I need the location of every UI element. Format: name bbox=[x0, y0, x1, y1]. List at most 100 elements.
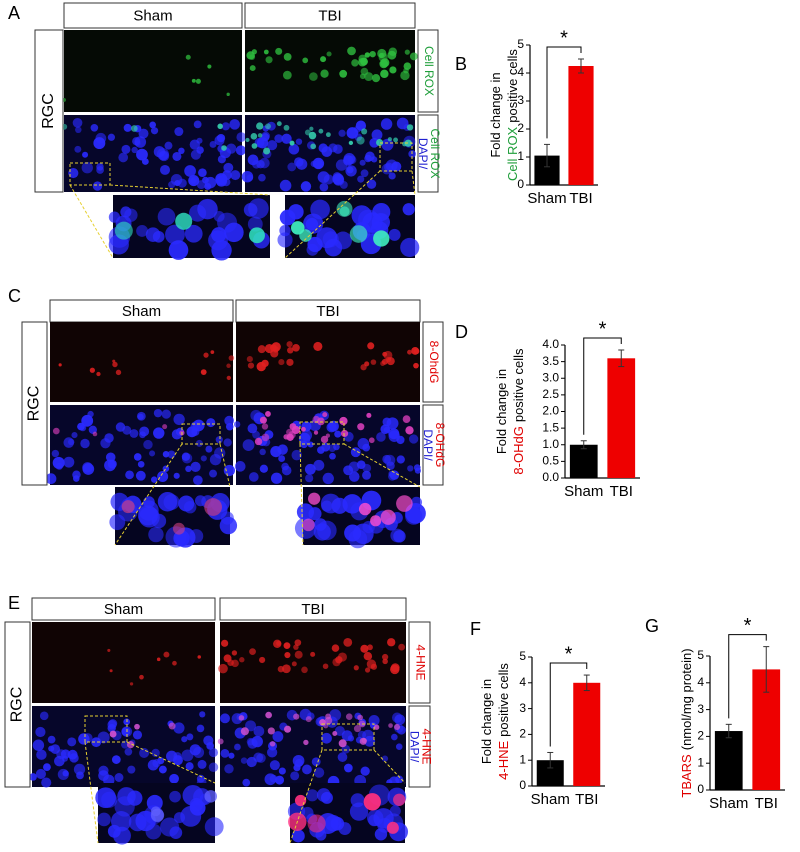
cell bbox=[143, 439, 153, 450]
cell bbox=[193, 475, 203, 486]
cell bbox=[400, 237, 420, 258]
cell bbox=[292, 343, 300, 352]
significance-mark: * bbox=[744, 615, 752, 637]
significance-bracket bbox=[728, 634, 767, 719]
cell bbox=[121, 740, 130, 749]
cell bbox=[256, 753, 266, 763]
significance-bracket bbox=[583, 337, 622, 435]
cell bbox=[55, 462, 63, 470]
cell bbox=[409, 434, 419, 444]
cell bbox=[138, 506, 160, 528]
cell bbox=[157, 470, 169, 482]
cell bbox=[224, 764, 234, 774]
cell bbox=[72, 117, 83, 128]
cell bbox=[149, 121, 157, 129]
cell bbox=[203, 352, 209, 358]
cell bbox=[241, 170, 254, 183]
cell bbox=[291, 661, 297, 667]
cell bbox=[75, 126, 82, 134]
cell bbox=[337, 652, 348, 662]
cell bbox=[308, 131, 317, 140]
cell bbox=[39, 711, 49, 721]
x-tick-label: Sham bbox=[531, 791, 570, 808]
cell bbox=[205, 445, 213, 453]
cell bbox=[301, 426, 306, 432]
cell bbox=[388, 228, 401, 241]
cell bbox=[367, 644, 373, 651]
cell bbox=[322, 663, 329, 670]
cell bbox=[52, 427, 60, 435]
cell bbox=[162, 450, 170, 458]
cell bbox=[194, 495, 206, 507]
cell bbox=[224, 415, 235, 426]
cell bbox=[67, 737, 77, 747]
cell bbox=[361, 128, 368, 135]
cell bbox=[332, 173, 344, 185]
y-tick-label: 5 bbox=[697, 648, 704, 662]
cell bbox=[246, 356, 253, 363]
cell bbox=[402, 415, 411, 423]
cell bbox=[373, 230, 390, 247]
cell bbox=[223, 438, 232, 447]
channel-label: DAPI/ bbox=[416, 138, 430, 170]
cell bbox=[228, 355, 235, 361]
cell bbox=[127, 790, 143, 806]
y-tick-label: 2 bbox=[519, 727, 526, 741]
cell bbox=[308, 507, 322, 521]
cell bbox=[123, 123, 132, 132]
cell bbox=[223, 464, 235, 477]
cell bbox=[196, 724, 205, 733]
channel-label-part: 8-OHdG bbox=[433, 423, 447, 468]
cell bbox=[321, 146, 333, 157]
label-box bbox=[408, 705, 431, 788]
cell bbox=[310, 143, 317, 150]
cell bbox=[172, 522, 185, 535]
cell bbox=[252, 159, 261, 169]
y-tick-label: 1 bbox=[517, 149, 524, 163]
cell bbox=[385, 356, 392, 363]
cell bbox=[348, 529, 368, 549]
cell bbox=[320, 791, 333, 804]
cell bbox=[92, 431, 98, 437]
channel-label: 4-HNE bbox=[413, 644, 427, 680]
x-tick-label: TBI bbox=[569, 190, 592, 207]
column-header: Sham bbox=[104, 601, 143, 618]
cell bbox=[349, 225, 368, 243]
cell bbox=[139, 674, 144, 680]
cell bbox=[265, 411, 271, 417]
cell bbox=[139, 426, 150, 437]
cell bbox=[199, 711, 206, 718]
cell bbox=[254, 437, 263, 446]
cell bbox=[80, 438, 90, 449]
cell bbox=[121, 144, 131, 154]
y-tick-label: 3 bbox=[697, 702, 704, 716]
cell bbox=[353, 725, 362, 733]
cell bbox=[192, 419, 205, 432]
cell bbox=[287, 162, 297, 172]
error-bar bbox=[544, 143, 550, 168]
cell bbox=[190, 461, 201, 472]
cell bbox=[250, 409, 262, 422]
cell bbox=[127, 765, 136, 774]
cell bbox=[283, 434, 289, 440]
label-box bbox=[422, 404, 444, 486]
cell bbox=[405, 426, 414, 435]
cell bbox=[381, 138, 394, 151]
cell bbox=[223, 162, 234, 173]
column-header: TBI bbox=[316, 303, 339, 320]
cell bbox=[109, 669, 113, 673]
y-axis-label: Cell ROX positive cells bbox=[505, 49, 520, 181]
cell bbox=[178, 147, 185, 155]
cell bbox=[129, 682, 134, 686]
cell bbox=[226, 363, 231, 369]
cell bbox=[67, 438, 75, 446]
cell bbox=[186, 733, 194, 741]
cell bbox=[402, 203, 415, 216]
cell bbox=[325, 433, 330, 438]
cell bbox=[389, 66, 397, 74]
cell bbox=[274, 134, 284, 143]
cell bbox=[320, 56, 327, 63]
y-tick-label: 0 bbox=[697, 782, 704, 796]
cell bbox=[269, 760, 280, 771]
cell bbox=[358, 54, 367, 63]
